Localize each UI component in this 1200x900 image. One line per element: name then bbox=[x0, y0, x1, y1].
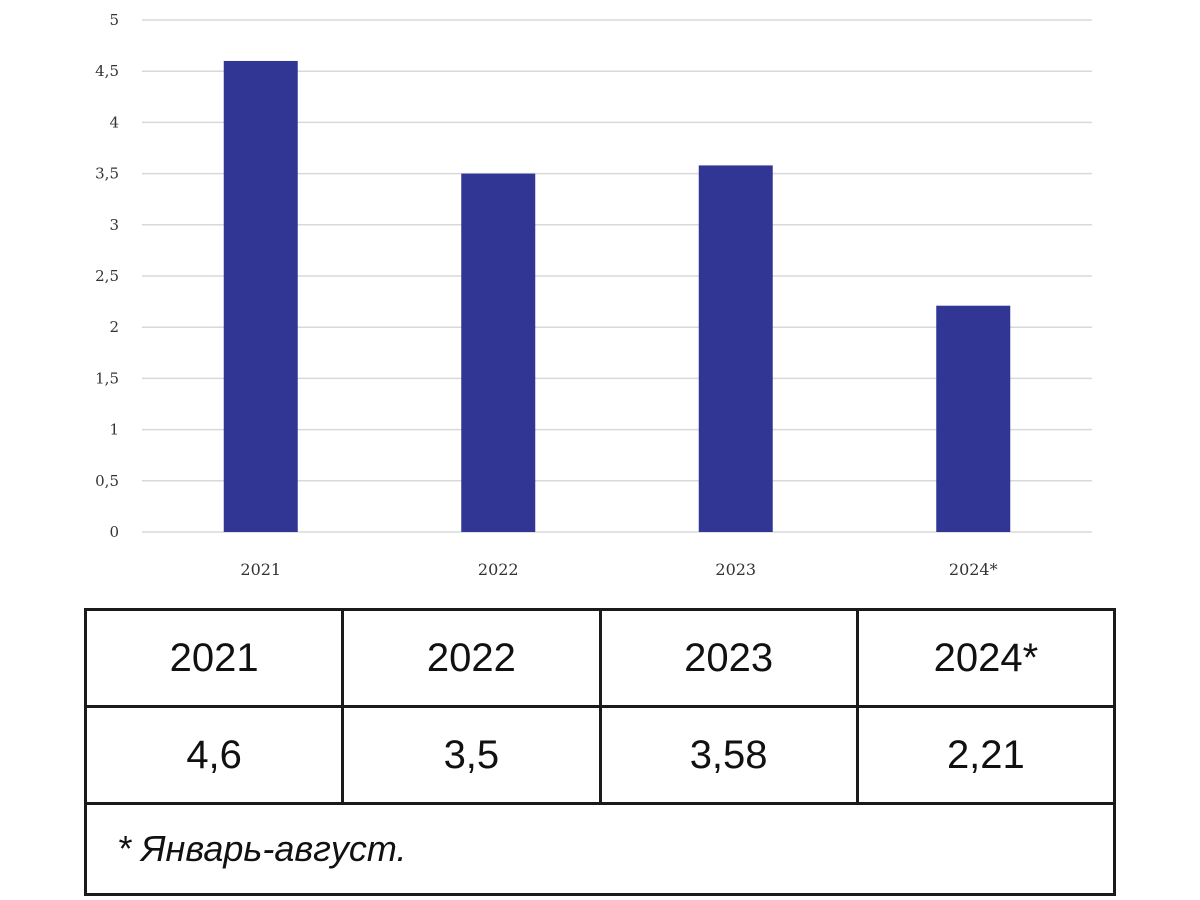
table-footnote-row: * Январь-август. bbox=[84, 802, 1116, 896]
table-value-cell: 2,21 bbox=[855, 705, 1117, 805]
y-tick-label: 5 bbox=[109, 11, 119, 29]
bar bbox=[223, 60, 298, 533]
table-header-cell: 2022 bbox=[341, 608, 602, 708]
data-table: 2021 2022 2023 2024* 4,6 3,5 3,58 2,21 *… bbox=[83, 608, 1117, 896]
y-tick-label: 0 bbox=[109, 523, 119, 541]
y-axis-tick-labels: 0 0,5 1 1,5 2 2,5 3 3,5 4 4,5 5 bbox=[95, 11, 119, 541]
table-value-row: 4,6 3,5 3,58 2,21 bbox=[83, 705, 1117, 805]
x-tick-label: 2021 bbox=[240, 560, 281, 579]
x-tick-label: 2024* bbox=[949, 560, 998, 579]
table-header-cell: 2023 bbox=[598, 608, 859, 708]
x-tick-label: 2023 bbox=[715, 560, 756, 579]
y-tick-label: 1,5 bbox=[95, 369, 119, 387]
bar bbox=[936, 305, 1011, 532]
y-tick-label: 1 bbox=[109, 421, 119, 439]
bar bbox=[698, 165, 773, 532]
footnote: * Январь-август. bbox=[84, 802, 1116, 896]
y-tick-label: 2 bbox=[109, 318, 119, 336]
bars bbox=[223, 60, 1011, 533]
table-header-cell: 2021 bbox=[83, 608, 345, 708]
bar-chart: 0 0,5 1 1,5 2 2,5 3 3,5 4 4,5 5 2021 2022 2023 2024* bbox=[95, 11, 1092, 579]
y-tick-label: 4,5 bbox=[95, 62, 119, 80]
grid-lines bbox=[142, 19, 1092, 533]
table-value-cell: 3,5 bbox=[341, 705, 602, 805]
table-header-cell: 2024* bbox=[855, 608, 1117, 708]
table-header-row: 2021 2022 2023 2024* bbox=[83, 608, 1117, 708]
y-tick-label: 0,5 bbox=[95, 472, 119, 490]
y-tick-label: 3 bbox=[109, 216, 119, 234]
bar bbox=[461, 173, 536, 532]
x-axis-tick-labels: 2021 2022 2023 2024* bbox=[240, 560, 997, 579]
y-tick-label: 4 bbox=[109, 113, 119, 131]
y-tick-label: 2,5 bbox=[95, 267, 119, 285]
table-value-cell: 4,6 bbox=[83, 705, 345, 805]
y-tick-label: 3,5 bbox=[95, 165, 119, 183]
table-value-cell: 3,58 bbox=[598, 705, 859, 805]
x-tick-label: 2022 bbox=[478, 560, 519, 579]
